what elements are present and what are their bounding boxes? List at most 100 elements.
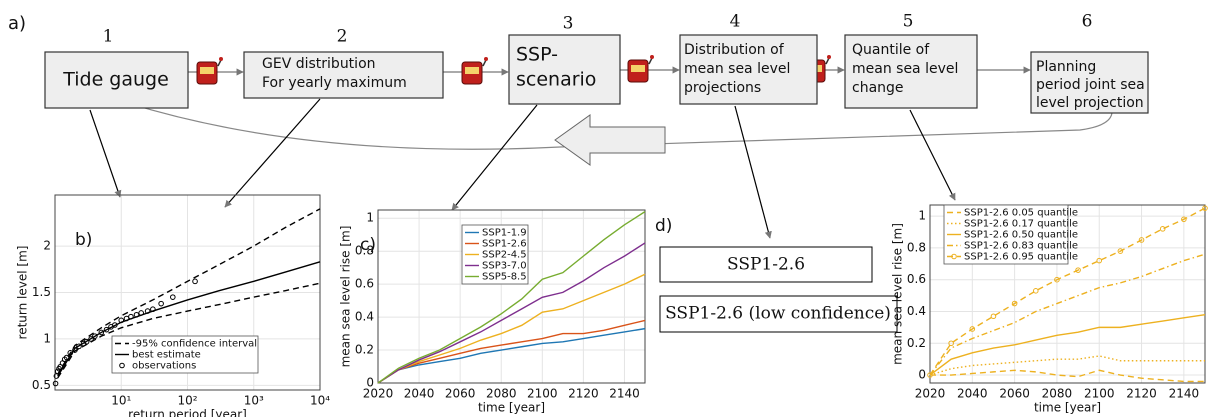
data-point (138, 310, 144, 316)
data-point (192, 278, 198, 285)
series-line (929, 355, 1205, 376)
legend-label: SSP1-2.6 0.95 quantile (964, 252, 1078, 263)
node-label: Quantile of (852, 42, 930, 58)
node-label: scenario (516, 69, 596, 91)
legend-label: observations (132, 361, 196, 372)
legend-label: SSP2-4.5 (482, 250, 527, 261)
x-tick-label: 10² (177, 394, 197, 408)
data-point (969, 326, 976, 332)
x-tick-label: 2040 (957, 387, 988, 401)
x-tick-label: 2120 (568, 387, 599, 401)
series-line (930, 369, 1205, 383)
legend-label: SSP1-1.9 (482, 228, 527, 239)
series-line (377, 242, 646, 384)
series-line (377, 327, 646, 384)
scenario-label: SSP1-2.6 (727, 255, 805, 275)
y-tick-label: 1.5 (32, 285, 51, 299)
data-point (98, 329, 105, 336)
legend-label: SSP1-2.6 0.50 quantile (964, 230, 1078, 241)
y-tick-label: 0.4 (907, 304, 926, 318)
data-point (927, 372, 933, 378)
data-point (1117, 248, 1124, 254)
x-tick-label: 2060 (999, 387, 1030, 401)
x-tick-label: 2120 (1126, 387, 1157, 401)
panel-label: a) (8, 13, 26, 34)
legend-label: best estimate (132, 350, 201, 361)
y-tick-label: 2 (43, 239, 51, 253)
node-label: Distribution of (684, 42, 785, 58)
series-line (57, 282, 321, 379)
scenario-box (659, 295, 898, 333)
chart: 10¹ 10² 10³ 10⁴ 0.5 1 1.5 2 return period [year]… (16, 194, 330, 417)
series-line (377, 319, 646, 384)
data-point (123, 315, 130, 322)
data-point (144, 308, 151, 314)
x-tick-label: 2060 (445, 387, 476, 401)
node-box (1030, 51, 1149, 114)
y-tick-label: 0 (918, 368, 926, 382)
x-tick-label: 2140 (609, 387, 640, 401)
node-number: 4 (730, 12, 741, 32)
x-tick-label: 2080 (1042, 387, 1073, 401)
data-point (76, 343, 82, 350)
data-point (150, 306, 156, 313)
legend-box (111, 335, 259, 374)
data-point (112, 322, 118, 328)
legend-label: SSP1-2.6 (482, 239, 527, 250)
node-label: projections (684, 80, 761, 96)
y-tick-label: 0.6 (907, 272, 926, 286)
y-tick-label: 0.4 (355, 310, 374, 324)
x-axis-label: time [year] (1034, 401, 1101, 415)
node-label: Planning (1036, 59, 1096, 75)
legend-label: SSP1-2.6 0.05 quantile (964, 208, 1078, 219)
data-point (1202, 205, 1208, 211)
data-point (67, 350, 74, 356)
x-tick-label: 2140 (1169, 387, 1200, 401)
data-point (88, 336, 94, 342)
data-point (1032, 288, 1039, 294)
series-line (929, 207, 1206, 376)
node-box (844, 34, 978, 109)
data-point (170, 294, 176, 300)
x-axis-label: return period [year] (128, 408, 247, 417)
legend-label: SSP1-2.6 0.17 quantile (964, 219, 1078, 230)
data-point (1011, 300, 1018, 307)
y-axis-label: mean sea level rise [m] (891, 223, 905, 365)
data-point (52, 380, 59, 387)
data-point (72, 347, 78, 353)
x-tick-label: 10⁴ (310, 394, 330, 408)
data-point (83, 338, 90, 345)
node-box (679, 34, 818, 105)
y-tick-label: 0.8 (355, 244, 374, 258)
x-tick-label: 2020 (363, 387, 394, 401)
x-tick-label: 2040 (404, 387, 435, 401)
data-point (948, 340, 954, 347)
data-point (1181, 216, 1187, 223)
node-number: 1 (103, 27, 114, 47)
series-line (377, 211, 646, 384)
legend-label: -95% confidence interval (132, 339, 257, 350)
node-label: SSP- (516, 44, 558, 66)
y-tick-label: 0.2 (907, 336, 926, 350)
y-tick-label: 1 (366, 211, 374, 225)
data-point (54, 368, 61, 375)
data-point (990, 313, 997, 320)
data-point (158, 300, 164, 307)
x-tick-label: 10¹ (111, 394, 131, 408)
node-label: For yearly maximum (262, 75, 407, 91)
node-number: 2 (337, 27, 348, 47)
node-label: mean sea level (684, 61, 790, 77)
node-label: Tide gauge (62, 69, 169, 91)
data-point (1159, 226, 1166, 232)
series-line (57, 208, 321, 375)
data-point (128, 313, 134, 320)
x-tick-label: 2100 (527, 387, 558, 401)
legend-label: SSP1-2.6 0.83 quantile (964, 241, 1078, 252)
panel-arrows (89, 98, 956, 239)
x-tick-label: 2080 (486, 387, 517, 401)
feedback-arrow (554, 114, 666, 166)
chart: 2020 2040 2060 2080 2100 2120 2140 0 0.2 0.4 0.6 0.… (339, 209, 646, 415)
scenario-label: SSP1-2.6 (low confidence) (665, 304, 891, 324)
node-label: GEV distribution (262, 56, 376, 72)
